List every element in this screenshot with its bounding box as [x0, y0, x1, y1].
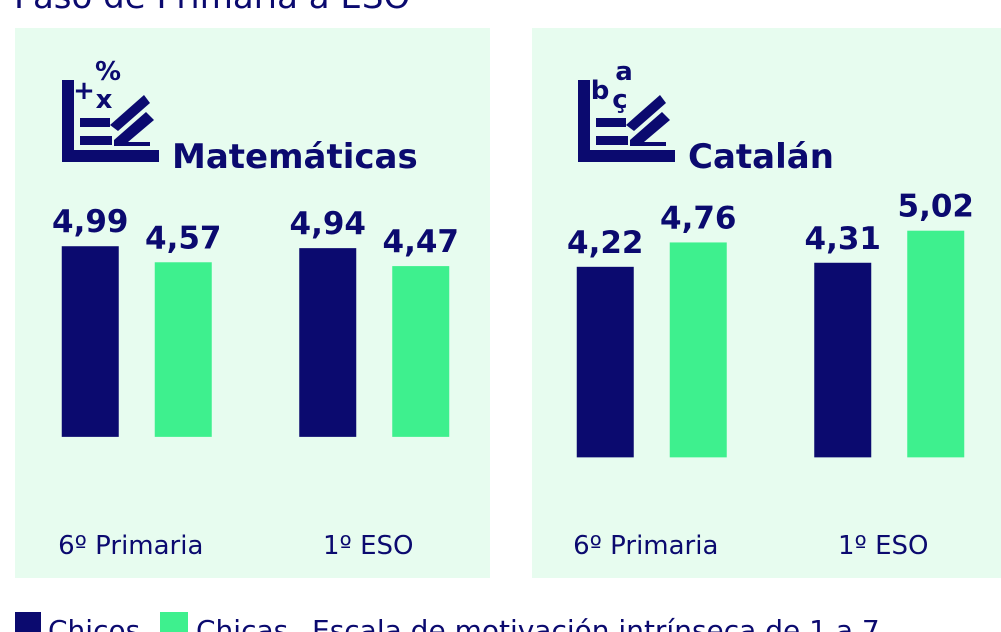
x-tick-label: 1º ESO — [323, 531, 413, 561]
bar — [669, 242, 727, 458]
icon — [62, 80, 159, 162]
bar — [814, 262, 872, 458]
x-tick-label: 1º ESO — [838, 531, 928, 561]
value-label: 4,31 — [805, 221, 882, 257]
chart-title: Catalán — [688, 137, 834, 177]
page-title: Paso de Primaria a ESO — [14, 0, 410, 17]
value-label: 4,76 — [660, 200, 737, 236]
bar — [154, 262, 212, 437]
bar — [299, 248, 357, 437]
x-tick-label: 6º Primaria — [573, 531, 718, 561]
bar — [576, 266, 634, 458]
icon-label: ç — [612, 85, 627, 115]
bar — [61, 246, 119, 437]
note: Escala de motivación intrínseca de 1 a 7 — [312, 614, 880, 632]
legend-swatch — [15, 612, 41, 632]
value-label: 4,99 — [52, 204, 129, 240]
icon-label: + — [73, 76, 95, 106]
icon-label: % — [95, 57, 121, 87]
chart-title: Matemáticas — [172, 137, 418, 177]
value-label: 4,22 — [567, 225, 644, 261]
icon — [578, 80, 675, 162]
bar — [907, 230, 965, 458]
bar — [392, 266, 450, 437]
value-label: 5,02 — [898, 189, 975, 225]
value-label: 4,94 — [290, 206, 367, 242]
legend-label: Chicos — [48, 614, 140, 632]
icon-label: x — [96, 85, 113, 115]
icon-label: b — [591, 76, 610, 106]
value-label: 4,57 — [145, 220, 222, 256]
legend-label: Chicas — [196, 614, 288, 632]
legend-swatch — [160, 612, 188, 632]
icon-label: a — [615, 57, 633, 87]
value-label: 4,47 — [383, 224, 460, 260]
x-tick-label: 6º Primaria — [58, 531, 203, 561]
